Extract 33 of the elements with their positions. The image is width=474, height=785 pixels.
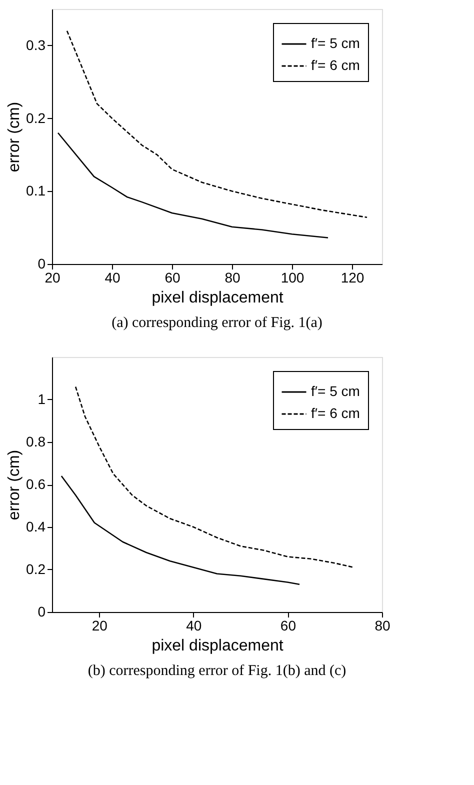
y-axis-title: error (cm) <box>6 102 24 172</box>
y-tick-label: 0.2 <box>26 561 46 577</box>
x-tick-label: 120 <box>340 270 364 286</box>
y-axis-title: error (cm) <box>6 450 24 520</box>
x-tick-label: 100 <box>280 270 304 286</box>
x-tick-label: 60 <box>164 270 180 286</box>
x-tick-label: 60 <box>280 618 296 634</box>
line-series <box>66 30 368 218</box>
y-tick-label: 0.3 <box>26 36 46 53</box>
legend-label: f′= 6 cm <box>311 405 360 421</box>
x-tick-label: 40 <box>104 270 120 286</box>
y-tick-label: 0.4 <box>26 518 46 534</box>
x-axis-title: pixel displacement <box>152 638 284 654</box>
y-tick-label: 0.2 <box>26 110 46 126</box>
y-tick-label: 0 <box>38 604 46 620</box>
text: (a) corresponding error of Fig. 1(a) <box>112 315 322 331</box>
legend-label: f′= 6 cm <box>311 57 360 73</box>
x-axis-title: pixel displacement <box>152 290 284 306</box>
y-tick-label: 0 <box>38 256 46 272</box>
y-tick-label: 0.6 <box>26 476 46 492</box>
legend-label: f′= 5 cm <box>311 35 360 51</box>
x-tick-label: 20 <box>92 618 108 634</box>
text: (b) corresponding error of Fig. 1(b) and (c) <box>88 663 346 679</box>
x-tick-label: 20 <box>44 270 60 286</box>
line-series <box>57 132 329 238</box>
x-tick-label: 40 <box>186 618 202 634</box>
line-series <box>60 475 300 586</box>
legend-label: f′= 5 cm <box>311 383 360 399</box>
y-tick-label: 0.8 <box>26 434 46 450</box>
x-tick-label: 80 <box>374 618 390 634</box>
y-tick-label: 0.1 <box>26 182 46 199</box>
x-tick-label: 80 <box>224 270 240 286</box>
y-tick-label: 1 <box>38 391 46 407</box>
